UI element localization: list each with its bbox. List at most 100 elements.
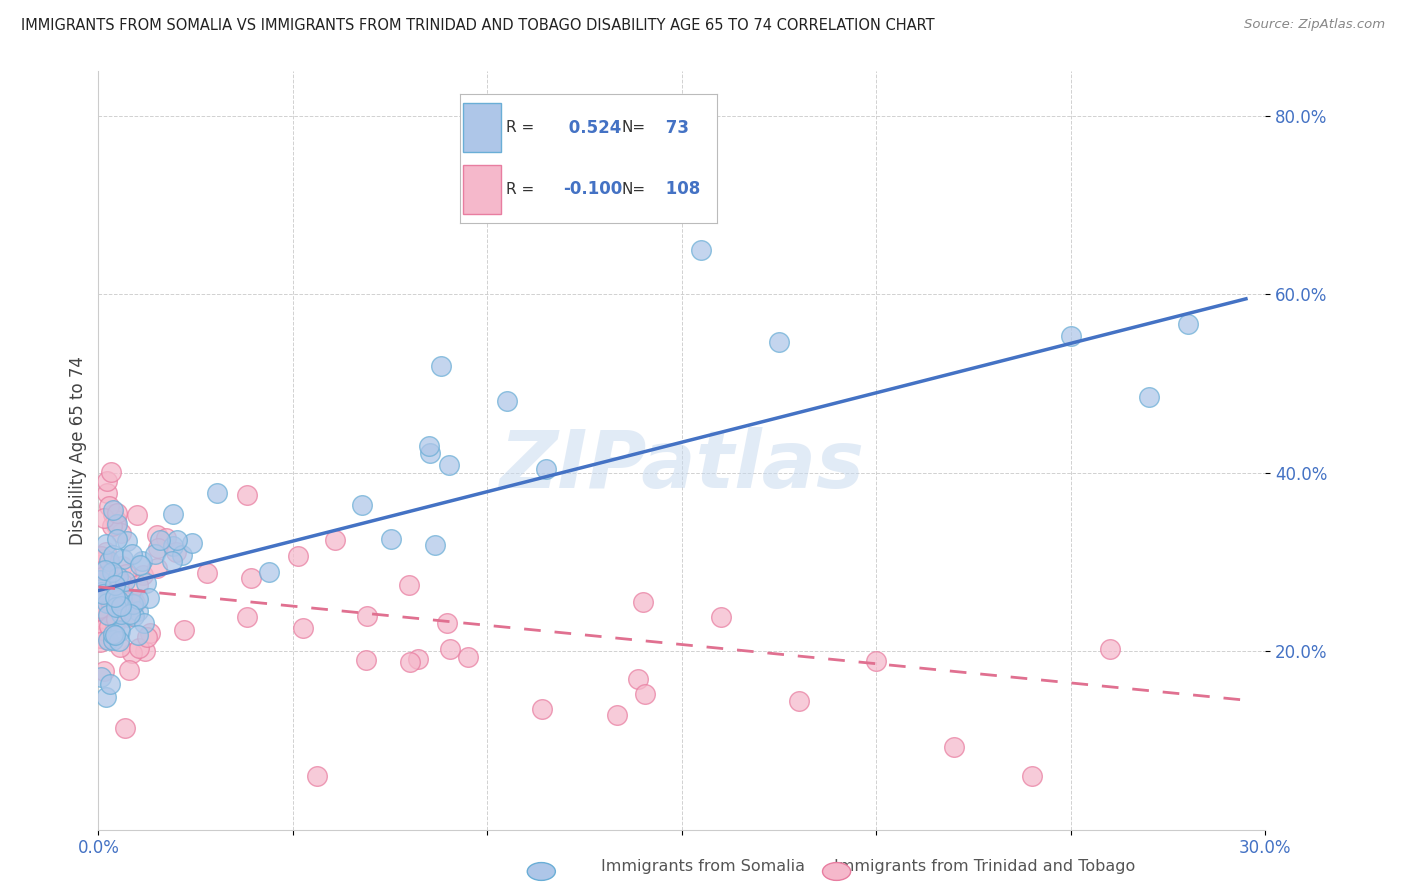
Point	[90, 549, 112, 564]
Point	[323, 533, 346, 548]
Point	[98, 499, 121, 513]
Point	[101, 565, 124, 579]
Point	[90, 582, 112, 596]
Point	[134, 644, 156, 658]
Point	[138, 626, 160, 640]
Point	[94, 690, 117, 704]
Point	[90, 584, 112, 599]
Point	[1021, 769, 1043, 783]
Point	[634, 687, 657, 701]
Point	[145, 528, 167, 542]
Point	[235, 610, 257, 624]
Point	[93, 664, 115, 678]
Point	[768, 335, 790, 350]
Point	[787, 694, 810, 708]
Point	[108, 640, 131, 654]
Point	[103, 632, 125, 647]
Point	[105, 595, 128, 609]
Point	[110, 599, 132, 613]
Point	[114, 721, 136, 735]
Point	[100, 600, 122, 615]
Point	[98, 618, 121, 632]
Point	[98, 587, 121, 601]
Point	[89, 603, 111, 617]
Point	[350, 498, 373, 512]
Point	[93, 569, 115, 583]
Point	[111, 588, 134, 602]
Point	[111, 575, 134, 590]
Point	[94, 537, 117, 551]
Point	[90, 578, 112, 592]
Point	[107, 634, 129, 648]
Point	[90, 576, 112, 591]
Text: Source: ZipAtlas.com: Source: ZipAtlas.com	[1244, 18, 1385, 31]
Point	[105, 518, 128, 533]
Point	[439, 641, 461, 656]
Point	[129, 558, 152, 572]
Point	[89, 573, 111, 587]
Point	[865, 654, 887, 668]
Point	[398, 655, 420, 669]
Point	[125, 508, 148, 522]
Point	[105, 533, 128, 547]
Point	[117, 610, 139, 624]
Point	[149, 533, 172, 548]
Point	[91, 587, 114, 601]
Point	[108, 624, 131, 639]
Point	[105, 513, 128, 527]
Point	[118, 607, 141, 621]
Point	[104, 590, 127, 604]
Point	[110, 525, 132, 540]
Point	[291, 621, 314, 635]
Point	[96, 474, 118, 488]
Point	[419, 445, 441, 459]
Point	[108, 624, 131, 638]
Point	[91, 576, 114, 591]
Point	[118, 663, 141, 677]
Point	[398, 578, 420, 592]
Point	[115, 534, 138, 549]
Point	[89, 555, 111, 569]
Point	[112, 591, 135, 606]
Point	[94, 576, 117, 591]
Point	[103, 616, 125, 631]
Text: IMMIGRANTS FROM SOMALIA VS IMMIGRANTS FROM TRINIDAD AND TOBAGO DISABILITY AGE 65: IMMIGRANTS FROM SOMALIA VS IMMIGRANTS FR…	[21, 18, 935, 33]
Point	[531, 702, 554, 716]
Y-axis label: Disability Age 65 to 74: Disability Age 65 to 74	[69, 356, 87, 545]
Point	[356, 653, 378, 667]
Point	[121, 547, 143, 561]
Point	[128, 641, 150, 656]
Point	[100, 466, 122, 480]
Point	[100, 590, 122, 604]
Point	[127, 592, 149, 607]
Point	[105, 567, 128, 582]
Point	[90, 670, 112, 684]
Point	[103, 611, 125, 625]
Point	[180, 535, 202, 549]
Point	[97, 556, 120, 570]
Point	[97, 607, 120, 622]
Point	[121, 646, 143, 660]
Point	[146, 560, 169, 574]
Point	[437, 458, 460, 472]
Point	[146, 541, 169, 555]
Point	[104, 612, 127, 626]
Point	[259, 565, 281, 579]
Point	[690, 243, 713, 257]
Point	[380, 533, 402, 547]
Point	[606, 708, 628, 723]
Point	[121, 597, 143, 611]
Point	[101, 507, 124, 521]
Point	[110, 607, 132, 622]
Point	[101, 503, 124, 517]
Point	[127, 628, 149, 642]
Point	[94, 632, 117, 646]
Point	[100, 597, 122, 611]
Point	[101, 597, 124, 611]
Point	[89, 550, 111, 565]
Point	[425, 538, 447, 552]
Point	[162, 540, 184, 554]
Point	[131, 554, 153, 568]
Point	[105, 506, 128, 520]
Point	[356, 609, 378, 624]
